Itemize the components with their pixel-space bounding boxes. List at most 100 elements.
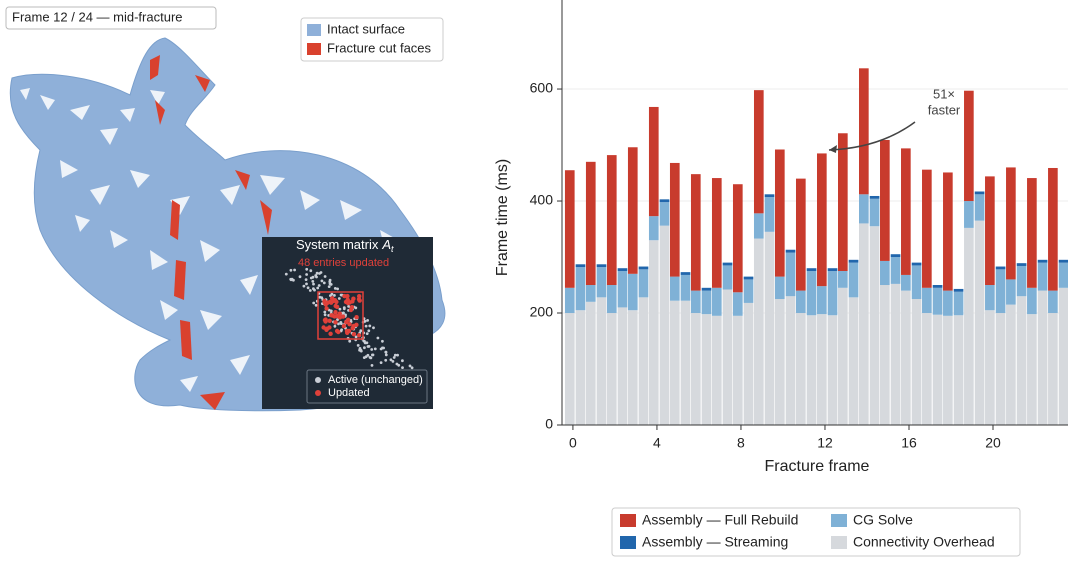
bar-segment <box>786 250 796 253</box>
bar-segment <box>912 299 922 425</box>
matrix-dot <box>370 348 373 351</box>
bar-segment <box>754 239 764 425</box>
matrix-dot <box>293 269 296 272</box>
matrix-dot <box>372 354 375 357</box>
bar-segment <box>954 292 964 316</box>
bar-segment <box>649 240 659 425</box>
y-axis-label: Frame time (ms) <box>494 159 511 276</box>
matrix-dot-updated <box>357 333 361 337</box>
y-tick-label: 400 <box>530 192 554 208</box>
bar-segment <box>607 313 617 425</box>
bar-segment <box>954 315 964 425</box>
bar-segment <box>1038 291 1048 425</box>
matrix-dot <box>390 358 393 361</box>
matrix-dot <box>305 273 308 276</box>
matrix-dot <box>371 364 374 367</box>
bar-segment <box>859 223 869 425</box>
bar-segment <box>828 315 838 425</box>
matrix-dot-updated <box>336 330 340 334</box>
bar-segment <box>817 286 827 314</box>
bar-segment <box>597 267 607 297</box>
bar-segment <box>849 260 859 263</box>
bar-segment <box>786 296 796 425</box>
legend-label: Assembly — Streaming <box>642 534 788 550</box>
bar-segment <box>723 265 733 289</box>
bar-segment <box>691 174 701 290</box>
matrix-dot <box>305 278 308 281</box>
bar-segment <box>702 314 712 425</box>
bar-segment <box>712 288 722 316</box>
matrix-dot <box>323 282 326 285</box>
bar-segment <box>807 271 817 315</box>
bar-segment <box>880 261 890 285</box>
x-tick-label: 12 <box>817 435 833 451</box>
bar-segment <box>765 197 775 232</box>
x-axis-label: Fracture frame <box>765 458 870 475</box>
matrix-dot <box>290 269 293 272</box>
matrix-dot <box>311 280 314 283</box>
bar-segment <box>723 263 733 266</box>
bar-segment <box>670 163 680 277</box>
inset-symbol: A <box>381 237 391 252</box>
matrix-dot <box>309 269 312 272</box>
bar-segment <box>964 228 974 425</box>
bar-segment <box>859 68 869 194</box>
inset-legend-marker <box>315 377 321 383</box>
matrix-dot <box>393 356 396 359</box>
matrix-dot <box>354 307 357 310</box>
bar-segment <box>618 307 628 425</box>
bar-segment <box>922 288 932 313</box>
bar-segment <box>607 155 617 285</box>
matrix-dot-updated <box>328 332 332 336</box>
bar-segment <box>723 289 733 425</box>
bar-segment <box>660 226 670 425</box>
matrix-dot <box>305 268 308 271</box>
bar-segment <box>586 285 596 302</box>
legend-label: CG Solve <box>853 512 913 528</box>
matrix-dot <box>384 351 387 354</box>
matrix-dot <box>329 279 332 282</box>
matrix-dot <box>313 289 316 292</box>
matrix-dot <box>290 278 293 281</box>
bar-segment <box>1017 266 1027 296</box>
bar-segment <box>565 313 575 425</box>
bar-segment <box>628 147 638 274</box>
bar-segment <box>870 196 880 199</box>
matrix-dot <box>307 286 310 289</box>
bar-segment <box>1006 279 1016 304</box>
bar-segment <box>817 314 827 425</box>
matrix-dot <box>368 345 371 348</box>
bar-segment <box>891 254 901 257</box>
matrix-dot <box>363 356 366 359</box>
bar-segment <box>880 140 890 261</box>
matrix-dot-updated <box>357 297 361 301</box>
inset-legend-marker <box>315 390 321 396</box>
matrix-dot <box>364 320 367 323</box>
matrix-dot <box>374 348 377 351</box>
matrix-dot <box>312 302 315 305</box>
matrix-dot-updated <box>325 327 329 331</box>
legend-label: Intact surface <box>327 21 405 36</box>
legend-label: Assembly — Full Rebuild <box>642 512 798 528</box>
matrix-dot <box>357 344 360 347</box>
bar-segment <box>796 313 806 425</box>
matrix-dot-updated <box>348 300 352 304</box>
inset-legend-label: Active (unchanged) <box>328 374 423 386</box>
bar-segment <box>681 301 691 425</box>
matrix-dot <box>309 289 312 292</box>
matrix-dot <box>342 312 345 315</box>
matrix-dot <box>359 347 362 350</box>
bar-segment <box>733 184 743 292</box>
bar-segment <box>639 297 649 425</box>
bar-segment <box>943 291 953 316</box>
bar-segment <box>670 301 680 425</box>
bar-segment <box>817 153 827 286</box>
bar-segment <box>702 288 712 291</box>
matrix-dot <box>324 275 327 278</box>
matrix-dot <box>316 287 319 290</box>
x-tick-label: 20 <box>985 435 1001 451</box>
bar-segment <box>922 170 932 288</box>
bar-segment <box>901 148 911 275</box>
bar-segment <box>1006 167 1016 279</box>
legend-swatch <box>620 514 636 527</box>
